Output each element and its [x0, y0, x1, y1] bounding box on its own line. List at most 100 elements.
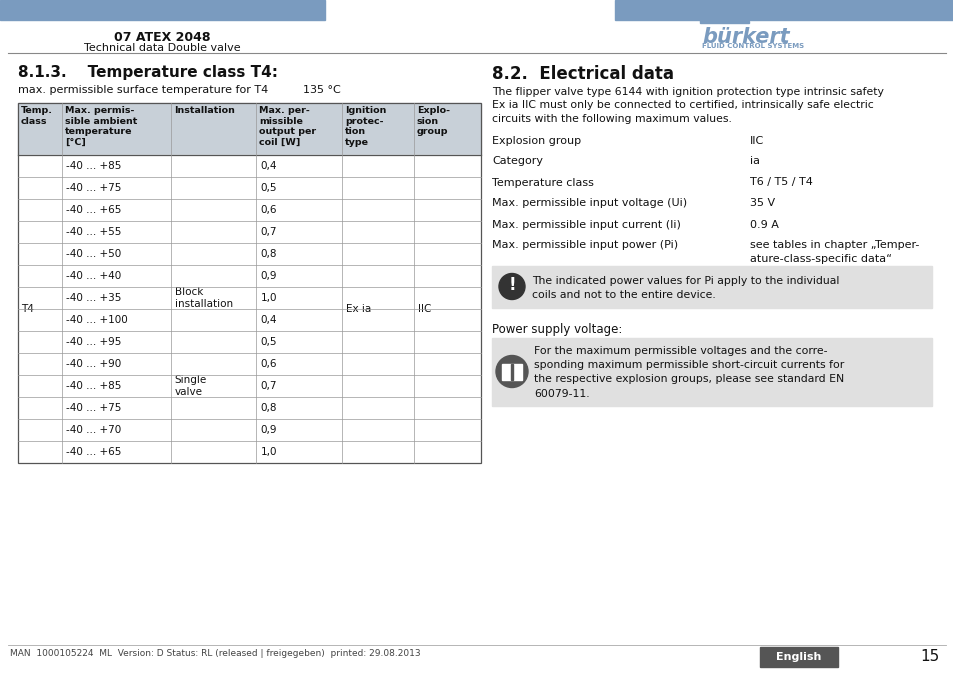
Text: The flipper valve type 6144 with ignition protection type intrinsic safety: The flipper valve type 6144 with ignitio… [492, 87, 882, 97]
Text: 15: 15 [920, 649, 939, 664]
Text: Explosion group: Explosion group [492, 135, 580, 145]
Text: ia: ia [749, 157, 760, 166]
Text: 60079-11.: 60079-11. [534, 389, 589, 399]
Text: the respective explosion groups, please see standard EN: the respective explosion groups, please … [534, 374, 843, 384]
Bar [18, 353, 480, 375]
Bar [700, 21, 748, 23]
Text: IIC: IIC [749, 135, 763, 145]
Text: Category: Category [492, 157, 542, 166]
Text: 0,6: 0,6 [260, 359, 276, 369]
Bar [700, 16, 704, 21]
Bar [18, 419, 480, 441]
Text: 1,0: 1,0 [260, 293, 276, 303]
Text: 0,7: 0,7 [260, 381, 276, 391]
Text: T6 / T5 / T4: T6 / T5 / T4 [749, 178, 812, 188]
Text: 0,9: 0,9 [260, 425, 276, 435]
Text: Max. permissible input current (Ii): Max. permissible input current (Ii) [492, 219, 680, 229]
Text: ature-class-specific data“: ature-class-specific data“ [749, 254, 891, 264]
Bar [18, 199, 480, 221]
Text: Technical data Double valve: Technical data Double valve [84, 43, 240, 53]
Text: 8.1.3.    Temperature class T4:: 8.1.3. Temperature class T4: [18, 65, 277, 80]
Text: sponding maximum permissible short-circuit currents for: sponding maximum permissible short-circu… [534, 360, 843, 370]
Text: circuits with the following maximum values.: circuits with the following maximum valu… [492, 114, 731, 124]
Text: 1,0: 1,0 [260, 447, 276, 457]
Text: Power supply voltage:: Power supply voltage: [492, 324, 621, 336]
Text: 0,8: 0,8 [260, 403, 276, 413]
Text: 0,5: 0,5 [260, 183, 276, 193]
Bar [18, 221, 480, 243]
Circle shape [498, 273, 524, 299]
Text: -40 ... +90: -40 ... +90 [66, 359, 121, 369]
Text: 07 ATEX 2048: 07 ATEX 2048 [113, 31, 210, 44]
Text: Single
valve: Single valve [174, 376, 207, 397]
Text: Temp.
class: Temp. class [21, 106, 53, 126]
Bar [511, 363, 513, 380]
Text: 135 °C: 135 °C [303, 85, 340, 95]
Text: 35 V: 35 V [749, 199, 774, 209]
Text: -40 ... +85: -40 ... +85 [66, 161, 121, 171]
Text: English: English [776, 652, 821, 662]
Circle shape [496, 355, 527, 388]
Text: Ex ia IIC must only be connected to certified, intrinsically safe electric: Ex ia IIC must only be connected to cert… [492, 100, 873, 110]
Bar [615, 0, 953, 20]
Text: -40 ... +95: -40 ... +95 [66, 337, 121, 347]
Text: MAN  1000105224  ML  Version: D Status: RL (released | freigegeben)  printed: 29: MAN 1000105224 ML Version: D Status: RL … [10, 649, 420, 658]
Text: Installation: Installation [173, 106, 234, 115]
Bar [18, 155, 480, 177]
Text: Explo-
sion
group: Explo- sion group [416, 106, 450, 137]
Text: FLUID CONTROL SYSTEMS: FLUID CONTROL SYSTEMS [701, 43, 803, 49]
Text: -40 ... +70: -40 ... +70 [66, 425, 121, 435]
Text: coils and not to the entire device.: coils and not to the entire device. [532, 289, 715, 299]
Text: For the maximum permissible voltages and the corre-: For the maximum permissible voltages and… [534, 345, 826, 355]
Text: 0,4: 0,4 [260, 315, 276, 325]
Text: -40 ... +40: -40 ... +40 [66, 271, 121, 281]
Text: Ignition
protec-
tion
type: Ignition protec- tion type [345, 106, 386, 147]
Text: -40 ... +50: -40 ... +50 [66, 249, 121, 259]
Bar [18, 243, 480, 265]
Text: Max. permis-
sible ambient
temperature
[°C]: Max. permis- sible ambient temperature [… [65, 106, 137, 147]
Text: -40 ... +75: -40 ... +75 [66, 403, 121, 413]
Text: -40 ... +65: -40 ... +65 [66, 447, 121, 457]
Text: -40 ... +100: -40 ... +100 [66, 315, 128, 325]
Text: IIC: IIC [417, 304, 431, 314]
Text: !: ! [508, 277, 516, 295]
Bar [707, 16, 712, 21]
Text: -40 ... +35: -40 ... +35 [66, 293, 121, 303]
Text: 0,7: 0,7 [260, 227, 276, 237]
Text: Max. permissible input voltage (Ui): Max. permissible input voltage (Ui) [492, 199, 686, 209]
Text: Ex ia: Ex ia [346, 304, 371, 314]
Bar [18, 331, 480, 353]
Text: 0,5: 0,5 [260, 337, 276, 347]
Bar [18, 441, 480, 463]
Text: -40 ... +75: -40 ... +75 [66, 183, 121, 193]
Text: -40 ... +85: -40 ... +85 [66, 381, 121, 391]
Text: 0.9 A: 0.9 A [749, 219, 778, 229]
Bar [18, 309, 480, 331]
Text: 0,6: 0,6 [260, 205, 276, 215]
Text: 0,4: 0,4 [260, 161, 276, 171]
Text: Max. per-
missible
output per
coil [W]: Max. per- missible output per coil [W] [259, 106, 316, 147]
Text: -40 ... +55: -40 ... +55 [66, 227, 121, 237]
Text: Temperature class: Temperature class [492, 178, 594, 188]
Bar [501, 363, 521, 380]
Text: Block
installation: Block installation [174, 287, 233, 309]
Bar [716, 16, 720, 21]
Text: 0,9: 0,9 [260, 271, 276, 281]
Bar [492, 266, 931, 308]
Bar [18, 177, 480, 199]
Text: max. permissible surface temperature for T4: max. permissible surface temperature for… [18, 85, 268, 95]
Bar [18, 287, 480, 309]
Text: 0,8: 0,8 [260, 249, 276, 259]
Text: T4: T4 [21, 304, 34, 314]
Text: The indicated power values for Pi apply to the individual: The indicated power values for Pi apply … [532, 275, 839, 285]
Text: bürkert: bürkert [701, 27, 789, 47]
Bar [18, 375, 480, 397]
Text: -40 ... +65: -40 ... +65 [66, 205, 121, 215]
Text: 8.2.  Electrical data: 8.2. Electrical data [492, 65, 673, 83]
Bar [18, 397, 480, 419]
Text: see tables in chapter „Temper-: see tables in chapter „Temper- [749, 240, 919, 250]
Text: Max. permissible input power (Pi): Max. permissible input power (Pi) [492, 240, 678, 250]
Bar [18, 265, 480, 287]
Bar [18, 103, 480, 155]
Bar [760, 647, 837, 667]
